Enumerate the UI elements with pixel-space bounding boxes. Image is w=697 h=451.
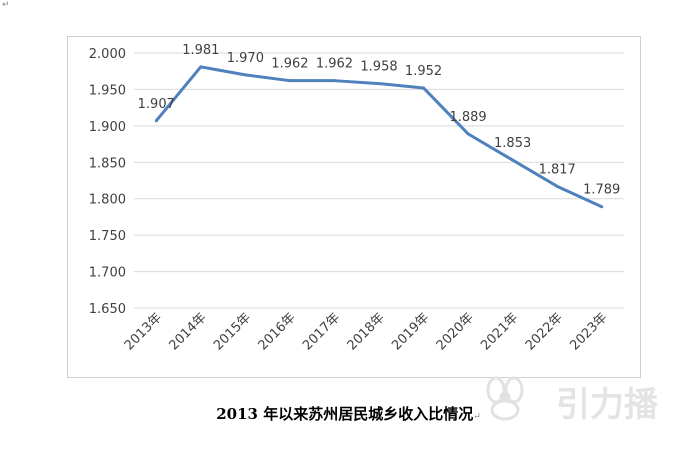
y-tick-label: 1.800 xyxy=(89,193,126,208)
y-tick-label: 1.750 xyxy=(89,229,126,244)
y-tick-label: 1.850 xyxy=(89,156,126,171)
data-point xyxy=(154,119,158,123)
data-label: 1.981 xyxy=(182,43,219,58)
x-tick-label: 2019年 xyxy=(389,310,432,353)
chart-caption: 2013 年以来苏州居民城乡收入比情况↵ xyxy=(0,403,697,424)
data-label: 1.962 xyxy=(316,57,353,72)
y-tick-label: 1.650 xyxy=(89,302,126,317)
caption-paragraph-mark: ↵ xyxy=(473,412,481,422)
watermark-logo: 引力播 xyxy=(486,376,659,425)
y-tick-label: 1.700 xyxy=(89,266,126,281)
data-point xyxy=(288,79,292,83)
series-line xyxy=(155,65,603,209)
data-label: 1.952 xyxy=(405,64,442,79)
y-tick-label: 1.950 xyxy=(89,83,126,98)
paragraph-mark: ↵ xyxy=(2,0,10,10)
data-point xyxy=(422,86,426,90)
data-label: 1.958 xyxy=(360,60,397,75)
x-tick-label: 2018年 xyxy=(345,310,388,353)
data-label: 1.789 xyxy=(583,183,620,198)
data-point xyxy=(332,79,336,83)
watermark-text: 引力播 xyxy=(556,385,659,425)
x-tick-label: 2013年 xyxy=(122,310,165,353)
data-point xyxy=(199,65,203,69)
data-point xyxy=(511,158,515,162)
data-label: 1.962 xyxy=(271,57,308,72)
chart-frame: 1.650 1.700 1.750 1.800 1.850 1.900 1.950 2.000… xyxy=(67,36,641,378)
data-point xyxy=(243,73,247,77)
y-tick-label: 2.000 xyxy=(89,47,126,62)
data-point xyxy=(377,82,381,86)
data-label: 1.853 xyxy=(494,136,531,151)
x-tick-label: 2017年 xyxy=(300,310,343,353)
data-point xyxy=(555,184,559,188)
x-tick-label: 2016年 xyxy=(256,310,299,353)
x-tick-label: 2022年 xyxy=(523,310,566,353)
data-label: 1.889 xyxy=(449,110,486,125)
flower-icon xyxy=(486,376,524,421)
x-tick-label: 2020年 xyxy=(434,310,477,353)
data-point xyxy=(600,205,604,209)
x-tick-label: 2021年 xyxy=(478,310,521,353)
x-tick-label: 2014年 xyxy=(166,310,209,353)
data-label: 1.817 xyxy=(539,162,576,177)
y-tick-label: 1.900 xyxy=(89,120,126,135)
line-chart: 1.650 1.700 1.750 1.800 1.850 1.900 1.950 2.000… xyxy=(89,43,624,353)
chart-caption-text: 2013 年以来苏州居民城乡收入比情况 xyxy=(216,405,474,423)
x-tick-label: 2015年 xyxy=(211,310,254,353)
data-label: 1.970 xyxy=(227,51,264,66)
x-tick-label: 2023年 xyxy=(567,310,610,353)
data-point xyxy=(466,132,470,136)
data-label: 1.907 xyxy=(138,97,175,112)
